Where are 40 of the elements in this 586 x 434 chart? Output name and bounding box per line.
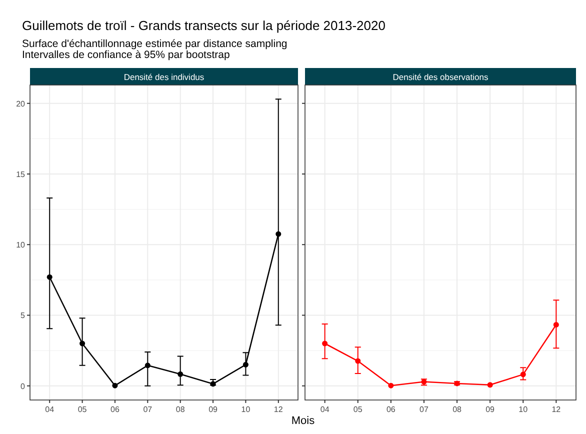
point bbox=[553, 322, 559, 328]
x-tick-label: 07 bbox=[420, 405, 429, 414]
x-tick-label: 10 bbox=[518, 405, 528, 414]
x-tick-label: 06 bbox=[110, 405, 120, 414]
x-tick-label: 10 bbox=[241, 405, 251, 414]
point bbox=[178, 371, 184, 377]
point bbox=[388, 382, 394, 388]
point bbox=[520, 372, 526, 378]
point bbox=[487, 382, 493, 388]
point bbox=[46, 274, 52, 280]
point bbox=[276, 231, 282, 237]
point bbox=[112, 382, 118, 388]
x-tick-label: 07 bbox=[143, 405, 153, 414]
x-tick-label: 05 bbox=[353, 405, 363, 414]
point bbox=[322, 340, 328, 346]
chart-title: Densité des individus bbox=[124, 72, 204, 82]
x-tick-label: 08 bbox=[452, 405, 462, 414]
x-tick-label: 04 bbox=[45, 405, 55, 414]
y-tick-label: 15 bbox=[16, 170, 26, 179]
text: Intervalles de confiance à 95% par bootstrap bbox=[22, 49, 230, 61]
chart-title: Densité des observations bbox=[392, 72, 488, 82]
point bbox=[80, 340, 86, 346]
y-tick-label: 20 bbox=[16, 99, 26, 108]
point bbox=[144, 362, 150, 368]
point bbox=[242, 362, 248, 368]
x-tick-label: 09 bbox=[208, 405, 218, 414]
x-tick-label: 05 bbox=[78, 405, 88, 414]
y-tick-label: 10 bbox=[16, 240, 26, 250]
point bbox=[355, 358, 361, 364]
y-tick-label: 0 bbox=[20, 382, 26, 391]
x-tick-label: 06 bbox=[386, 405, 396, 414]
x-tick-label: 04 bbox=[320, 405, 330, 414]
y-tick-label: 5 bbox=[20, 311, 26, 320]
x-tick-label: 09 bbox=[486, 405, 496, 414]
x-tick-label: 08 bbox=[176, 405, 186, 414]
x-axis-title: Mois bbox=[291, 415, 316, 427]
x-tick-label: 12 bbox=[552, 405, 562, 414]
x-tick-label: 12 bbox=[274, 405, 284, 414]
text: Surface d'échantillonnage estimée par distance sampling bbox=[22, 38, 288, 50]
text: Guillemots de troïl - Grands transects sur la période 2013-2020 bbox=[22, 18, 386, 33]
